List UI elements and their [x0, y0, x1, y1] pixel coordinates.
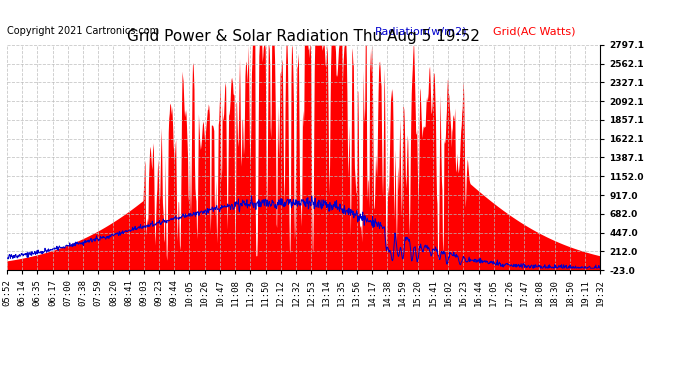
Text: Copyright 2021 Cartronics.com: Copyright 2021 Cartronics.com [7, 26, 159, 36]
Title: Grid Power & Solar Radiation Thu Aug 5 19:52: Grid Power & Solar Radiation Thu Aug 5 1… [127, 29, 480, 44]
Text: Radiation(w/m2): Radiation(w/m2) [375, 26, 467, 36]
Text: Grid(AC Watts): Grid(AC Watts) [493, 26, 576, 36]
